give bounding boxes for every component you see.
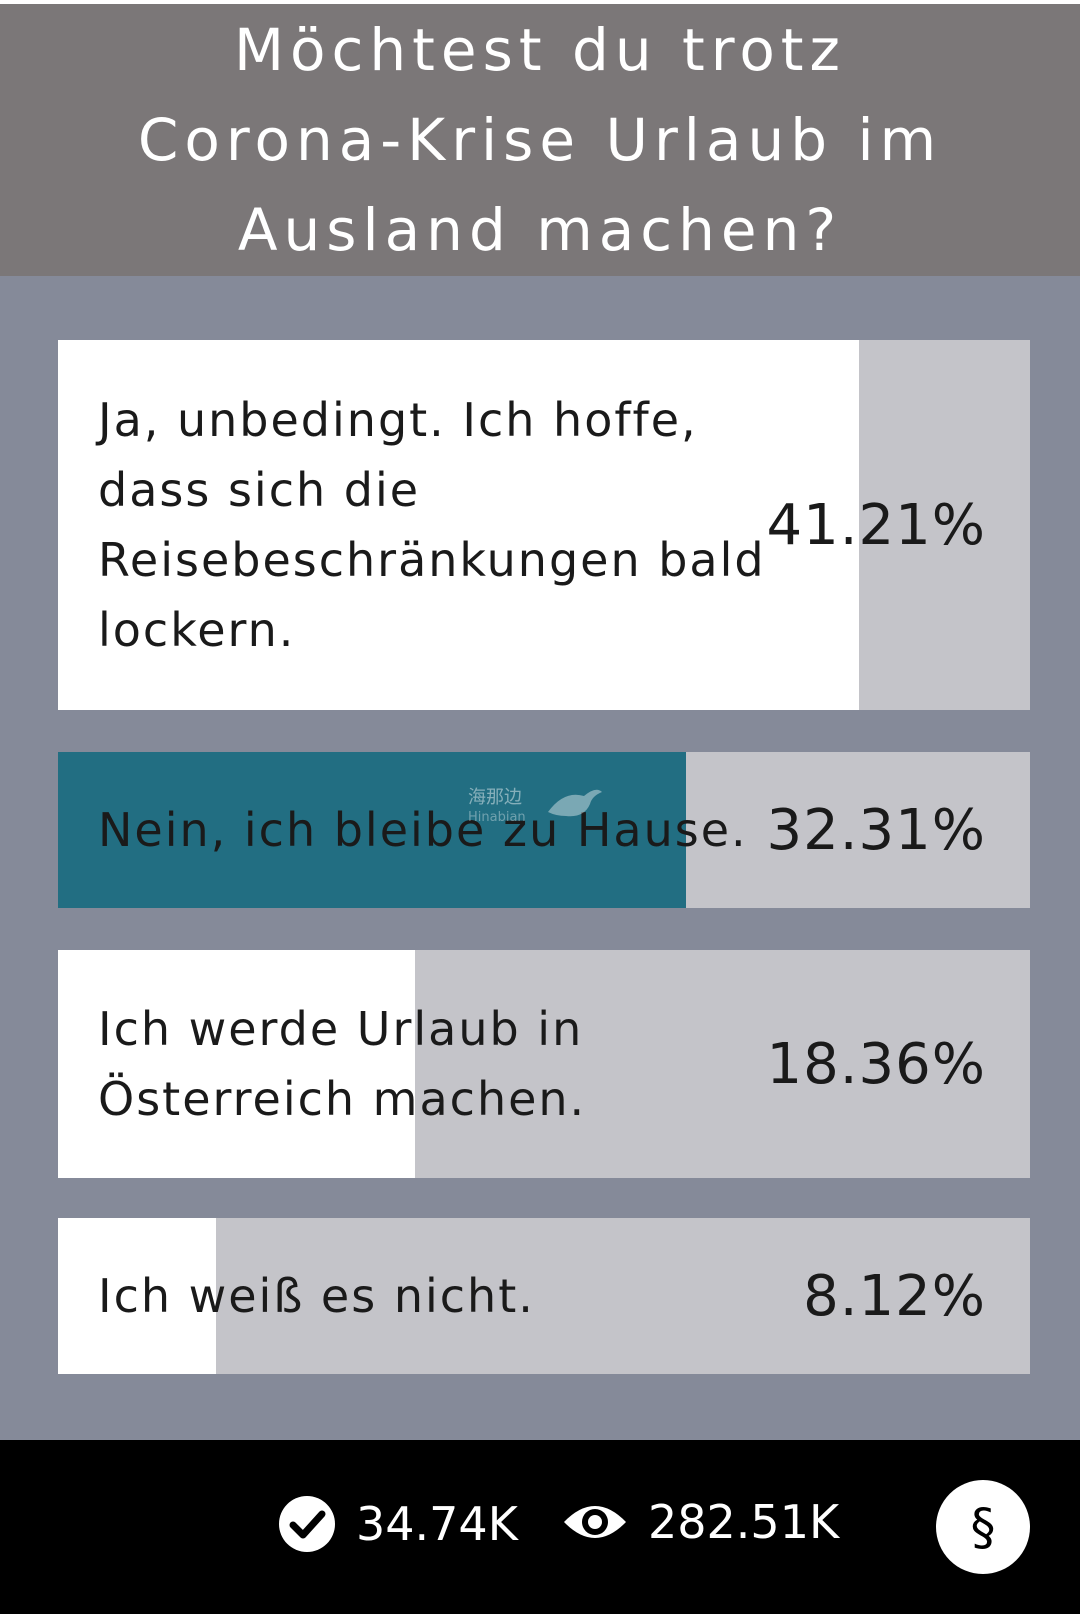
poll-footer: 34.74K 282.51K § (0, 1440, 1080, 1614)
poll-option-3[interactable]: Ich werde Urlaub in Österreich machen. 1… (58, 950, 1030, 1178)
poll-option-percent: 18.36% (766, 1031, 986, 1097)
poll-option-percent: 41.21% (766, 492, 986, 558)
poll-option-label: Ja, unbedingt. Ich hoffe, dass sich die … (98, 393, 766, 657)
poll-option-bar (58, 1218, 216, 1374)
poll-option-label: Nein, ich bleibe zu Hause. (98, 803, 748, 857)
poll-option-2[interactable]: Nein, ich bleibe zu Hause. 32.31% 海那边 Hi… (58, 752, 1030, 908)
check-circle-icon (278, 1495, 336, 1553)
poll-option-percent: 32.31% (766, 797, 986, 863)
poll-option-4[interactable]: Ich weiß es nicht. 8.12% (58, 1218, 1030, 1374)
poll-option-1[interactable]: Ja, unbedingt. Ich hoffe, dass sich die … (58, 340, 1030, 710)
poll-option-bar (58, 950, 415, 1178)
poll-option-label: Ich werde Urlaub in Österreich machen. (98, 1002, 587, 1126)
poll-option-percent: 8.12% (803, 1263, 986, 1329)
poll-header: Möchtest du trotz Corona-Krise Urlaub im… (0, 0, 1080, 276)
poll-question: Möchtest du trotz Corona-Krise Urlaub im… (137, 16, 943, 264)
poll-option-bar (58, 340, 860, 710)
poll-option-label: Ich weiß es nicht. (98, 1269, 535, 1323)
legal-button[interactable]: § (936, 1480, 1030, 1574)
votes-stat: 34.74K (278, 1495, 518, 1553)
eye-icon (562, 1500, 628, 1544)
poll-option-bar (58, 752, 687, 908)
views-count: 282.51K (648, 1495, 840, 1549)
views-stat: 282.51K (562, 1495, 839, 1549)
votes-count: 34.74K (356, 1497, 518, 1551)
